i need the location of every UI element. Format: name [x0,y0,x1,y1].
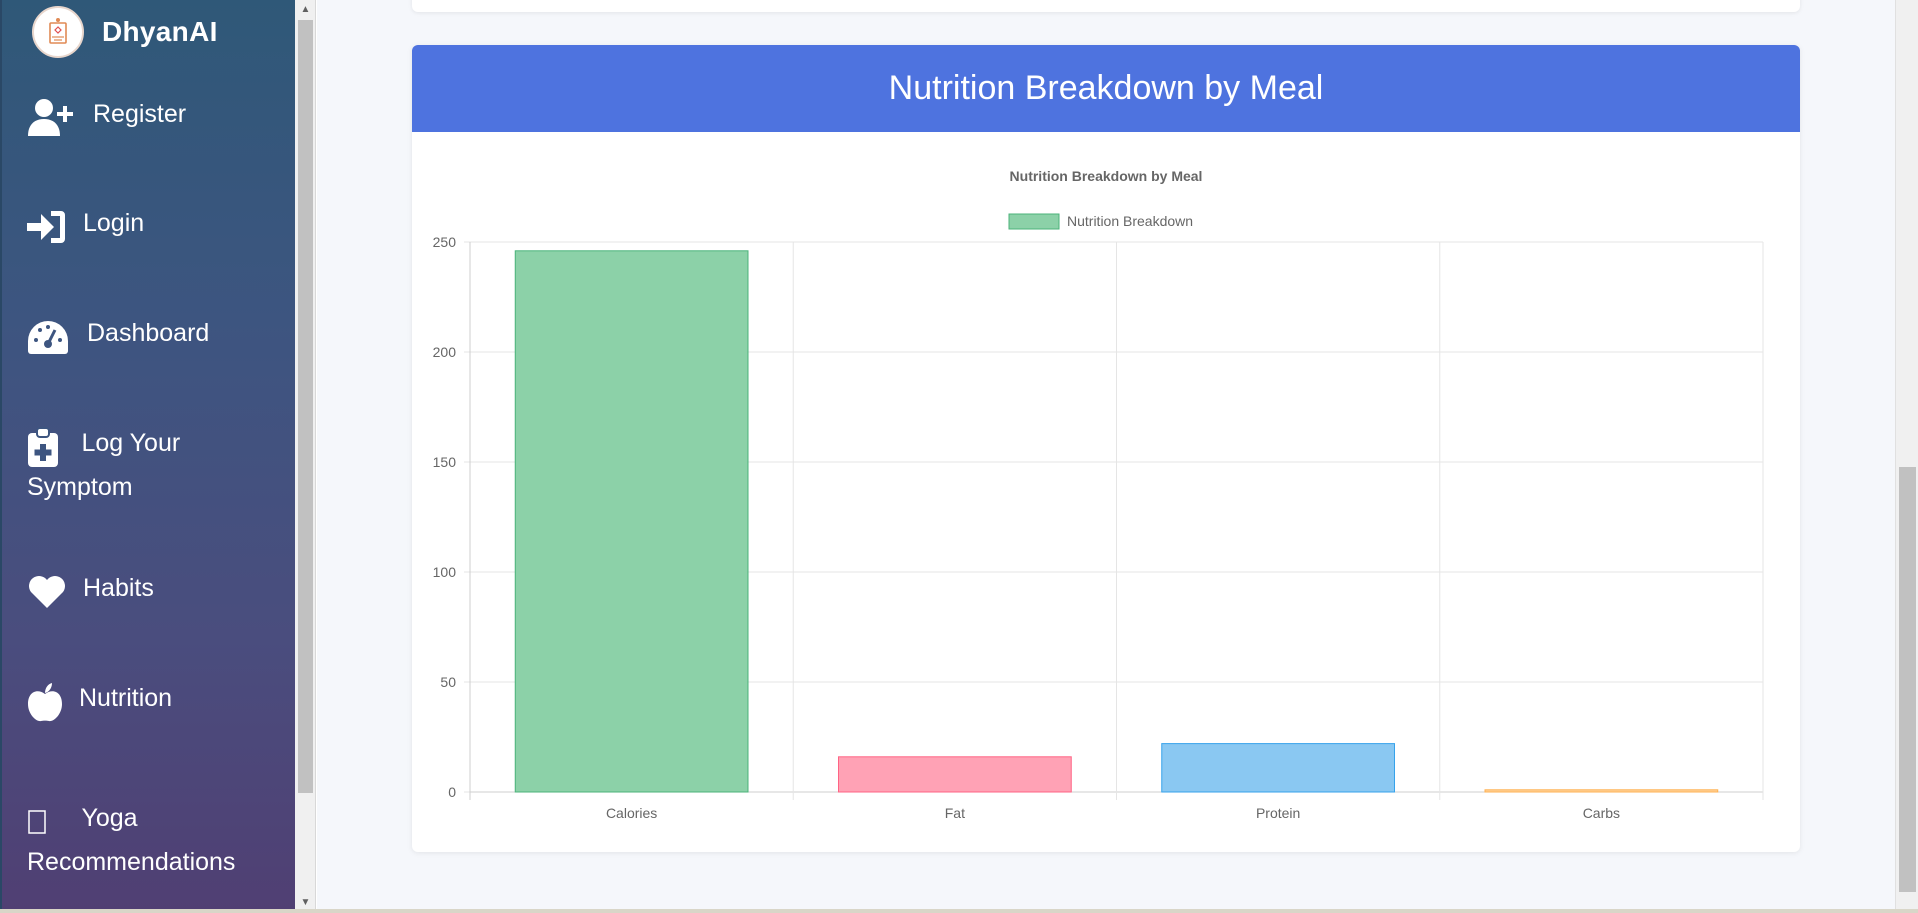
scroll-up-arrow-icon[interactable]: ▲ [300,3,311,15]
card-title: Nutrition Breakdown by Meal [888,69,1324,107]
sidebar-item-label: Register [93,100,187,128]
page-scrollbar-thumb[interactable] [1899,467,1916,892]
sidebar-item-login[interactable]: Login [27,205,287,249]
nutrition-card: Nutrition Breakdown by Meal Nutrition Br… [412,45,1800,852]
tachometer-icon [27,315,75,359]
x-tick-label: Calories [606,805,657,821]
heart-icon [27,570,75,614]
sidebar-item-label-line1: Log Your [81,429,181,458]
y-tick-label: 50 [440,674,456,690]
apple-icon [27,680,79,724]
legend-label[interactable]: Nutrition Breakdown [1067,213,1193,229]
chart-bars [514,250,1719,793]
legend-swatch[interactable] [1008,213,1060,230]
sidebar-scrollbar[interactable]: ▲ ▼ [295,0,316,913]
nutrition-bar-chart[interactable]: Nutrition Breakdown by Meal Nutrition Br… [412,132,1800,852]
sidebar-item-label: Nutrition [79,684,173,712]
x-tick-label: Carbs [1583,805,1620,821]
sidebar-item-label: Dashboard [87,319,210,347]
x-tick-label: Fat [945,805,965,821]
sidebar-item-label-line2: Symptom [27,473,133,501]
brand-logo-icon [32,6,84,58]
sidebar-item-nutrition[interactable]: Nutrition [27,680,287,724]
sign-in-icon [27,205,75,249]
main-content: Nutrition Breakdown by Meal Nutrition Br… [317,0,1895,913]
x-axis-labels: Calories Fat Protein Carbs [606,805,1620,821]
bar-carbs[interactable] [1484,789,1719,793]
x-tick-label: Protein [1256,805,1300,821]
sidebar-item-label: Habits [83,574,154,602]
y-tick-label: 0 [448,784,456,800]
scroll-down-arrow-icon[interactable]: ▼ [300,896,311,908]
missing-glyph-icon [27,800,71,844]
previous-card [412,0,1800,12]
y-tick-label: 200 [433,344,457,360]
user-plus-icon [27,96,75,140]
sidebar: DhyanAI Register Login [0,0,295,913]
clipboard-medical-icon [27,425,67,469]
sidebar-item-habits[interactable]: Habits [27,570,287,614]
window-bottom-edge [0,909,1918,913]
brand[interactable]: DhyanAI [32,6,218,58]
sidebar-item-yoga[interactable]: Yoga Recommendations [27,800,287,881]
bar-fat[interactable] [838,756,1072,793]
chart-title: Nutrition Breakdown by Meal [1010,168,1203,184]
sidebar-item-dashboard[interactable]: Dashboard [27,315,287,359]
y-axis-labels: 0 50 100 150 200 250 [433,234,457,800]
sidebar-item-label: Login [83,209,145,237]
y-tick-label: 100 [433,564,457,580]
bar-protein[interactable] [1161,743,1395,793]
sidebar-item-register[interactable]: Register [27,96,287,140]
sidebar-item-label-line2: Recommendations [27,848,236,876]
page-scrollbar[interactable] [1895,0,1918,913]
sidebar-scrollbar-thumb[interactable] [298,20,313,793]
card-header: Nutrition Breakdown by Meal [412,45,1800,132]
bar-calories[interactable] [514,250,749,793]
brand-name: DhyanAI [102,16,218,47]
sidebar-item-label-line1: Yoga [81,804,138,833]
sidebar-item-log-symptom[interactable]: Log Your Symptom [27,425,287,506]
y-tick-label: 150 [433,454,457,470]
y-tick-label: 250 [433,234,457,250]
